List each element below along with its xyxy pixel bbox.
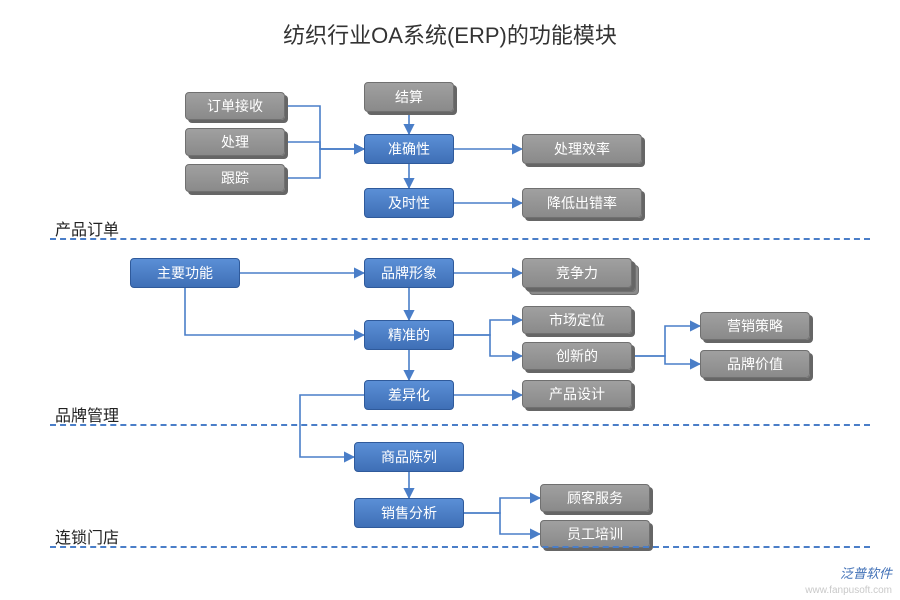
edge-innov-mktstg	[632, 326, 700, 356]
node-proddes: 产品设计	[522, 380, 632, 408]
node-track: 跟踪	[185, 164, 285, 192]
section-label-sec3: 连锁门店	[55, 524, 119, 548]
edge-innov-brandval	[632, 356, 700, 364]
node-precise: 精准的	[364, 320, 454, 350]
node-sales: 销售分析	[354, 498, 464, 528]
brand-logo: 泛普软件	[840, 563, 892, 582]
node-innov: 创新的	[522, 342, 632, 370]
node-mktpos: 市场定位	[522, 306, 632, 334]
node-process: 处理	[185, 128, 285, 156]
edge-precise-innov	[454, 335, 522, 356]
node-display: 商品陈列	[354, 442, 464, 472]
section-label-sec2: 品牌管理	[55, 402, 119, 426]
node-training: 员工培训	[540, 520, 650, 548]
edge-order_rx-accuracy	[285, 106, 364, 149]
node-order_rx: 订单接收	[185, 92, 285, 120]
divider-2	[50, 546, 870, 548]
node-brandimg: 品牌形象	[364, 258, 454, 288]
node-accuracy: 准确性	[364, 134, 454, 164]
section-label-sec1: 产品订单	[55, 216, 119, 240]
node-eff: 处理效率	[522, 134, 642, 164]
edge-sales-custsvc	[464, 498, 540, 513]
node-settle: 结算	[364, 82, 454, 112]
node-mainfn: 主要功能	[130, 258, 240, 288]
edge-sales-training	[464, 513, 540, 534]
node-mktstg: 营销策略	[700, 312, 810, 340]
edge-mainfn-precise	[185, 288, 364, 335]
edge-precise-mktpos	[454, 320, 522, 335]
divider-1	[50, 424, 870, 426]
edge-process-accuracy	[285, 142, 364, 149]
node-err: 降低出错率	[522, 188, 642, 218]
edge-track-accuracy	[285, 149, 364, 178]
node-diff: 差异化	[364, 380, 454, 410]
divider-0	[50, 238, 870, 240]
watermark-url: www.fanpusoft.com	[805, 585, 892, 596]
diagram-canvas: 结算 订单接收处理跟踪 准确性及时性 处理效率降低出错率主要功能 品牌形象 竞争力精准的 市…	[0, 0, 900, 600]
node-brandval: 品牌价值	[700, 350, 810, 378]
node-compete: 竞争力	[522, 258, 632, 288]
node-custsvc: 顾客服务	[540, 484, 650, 512]
node-timely: 及时性	[364, 188, 454, 218]
